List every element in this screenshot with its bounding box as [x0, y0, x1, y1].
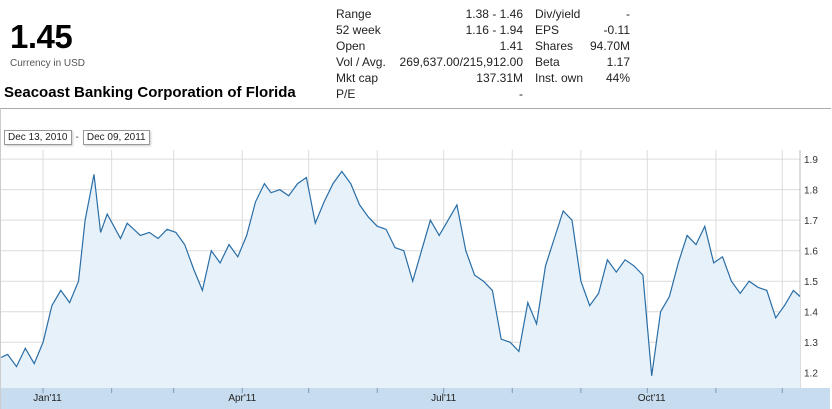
stat-value: - [626, 7, 630, 21]
stat-label: Range [336, 7, 372, 21]
stat-row-52-week: 52 week 1.16 - 1.94 [336, 22, 523, 38]
end-date-input[interactable]: Dec 09, 2011 [82, 130, 150, 145]
price-line [0, 170, 801, 376]
stats-table-right: Div/yield - EPS -0.11 Shares 94.70M Beta 1.1… [535, 6, 630, 86]
stat-row-pe: P/E - [336, 86, 523, 102]
stat-row-inst-own: Inst. own 44% [535, 70, 630, 86]
date-range-separator: - [75, 132, 79, 143]
stat-value: -0.11 [603, 23, 630, 37]
stat-label: Shares [535, 39, 574, 53]
y-tick-label: 1.3 [804, 338, 818, 349]
start-date-input[interactable]: Dec 13, 2010 [4, 130, 72, 145]
stat-value: 269,637.00/215,912.00 [399, 55, 523, 69]
x-tick-label: Jul'11 [431, 393, 457, 404]
stat-row-open: Open 1.41 [336, 38, 523, 54]
stat-value: 44% [605, 71, 630, 85]
y-tick-label: 1.9 [804, 155, 818, 166]
price-area-fill [1, 171, 800, 388]
stat-row-range: Range 1.38 - 1.46 [336, 6, 523, 22]
stat-label: Vol / Avg. [336, 55, 386, 69]
stat-label: 52 week [336, 23, 381, 37]
stat-value: 1.16 - 1.94 [465, 23, 523, 37]
stat-row-mkt-cap: Mkt cap 137.31M [336, 70, 523, 86]
stats-table-left: Range 1.38 - 1.46 52 week 1.16 - 1.94 Open… [336, 6, 523, 102]
stat-value: 1.38 - 1.46 [465, 7, 523, 21]
stat-label: EPS [535, 23, 560, 37]
stat-label: Open [336, 39, 366, 53]
y-tick-label: 1.5 [804, 277, 818, 288]
time-axis-band[interactable] [1, 388, 830, 409]
last-price: 1.45 [10, 18, 73, 55]
stat-value: 1.41 [499, 39, 523, 53]
date-range-selector: Dec 13, 2010- Dec 09, 2011 [4, 130, 150, 145]
y-tick-label: 1.7 [804, 216, 818, 227]
stat-label: Mkt cap [336, 71, 379, 85]
chart-frame [0, 108, 831, 409]
stat-label: P/E [336, 87, 356, 101]
x-tick-label: Jan'11 [33, 393, 62, 404]
stat-row-eps: EPS -0.11 [535, 22, 630, 38]
stat-label: Div/yield [535, 7, 581, 21]
stat-value: - [519, 87, 523, 101]
x-tick-label: Oct'11 [638, 393, 666, 404]
currency-label: Currency in USD [10, 58, 86, 69]
y-tick-label: 1.4 [804, 308, 818, 319]
company-name: Seacoast Banking Corporation of Florida [4, 84, 296, 101]
x-tick-label: Apr'11 [228, 393, 256, 404]
stat-value: 137.31M [476, 71, 523, 85]
y-tick-label: 1.2 [804, 369, 818, 380]
stat-row-beta: Beta 1.17 [535, 54, 630, 70]
stat-value: 1.17 [606, 55, 630, 69]
y-tick-label: 1.8 [804, 186, 818, 197]
stat-label: Inst. own [535, 71, 584, 85]
stat-row-div-yield: Div/yield - [535, 6, 630, 22]
stat-row-volume: Vol / Avg. 269,637.00/215,912.00 [336, 54, 523, 70]
stat-row-shares: Shares 94.70M [535, 38, 630, 54]
y-tick-label: 1.6 [804, 247, 818, 258]
stat-value: 94.70M [589, 39, 630, 53]
stat-label: Beta [535, 55, 560, 69]
